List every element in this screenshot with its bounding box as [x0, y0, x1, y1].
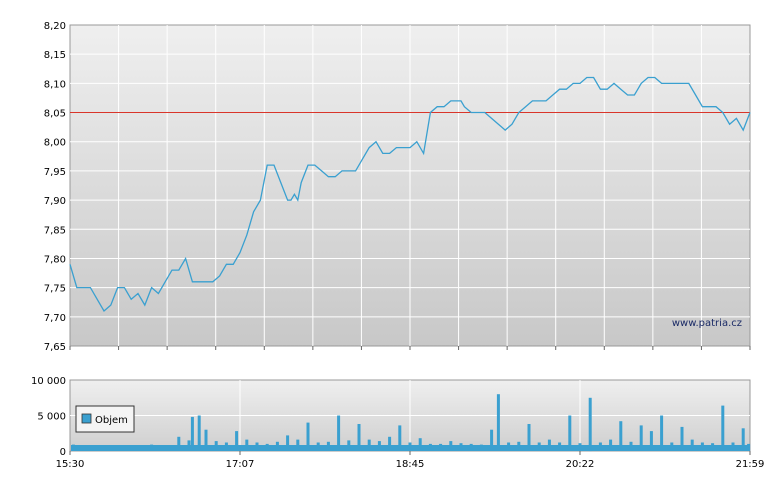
- volume-bar: [265, 443, 269, 451]
- volume-bar: [82, 446, 86, 451]
- volume-bar: [690, 439, 694, 451]
- volume-y-tick-label: 5 000: [37, 412, 66, 423]
- volume-bar: [163, 446, 167, 451]
- volume-bar: [507, 442, 511, 451]
- volume-bar: [255, 442, 259, 451]
- volume-bar: [629, 441, 633, 451]
- volume-bar: [469, 443, 473, 451]
- price-y-tick-label: 7,85: [44, 225, 66, 236]
- volume-bar: [670, 442, 674, 451]
- volume-bar: [619, 421, 623, 451]
- volume-bar: [122, 446, 126, 451]
- volume-bar: [377, 441, 381, 451]
- x-tick-label: 18:45: [396, 459, 425, 470]
- price-panel: 8,20 8,15 8,10 8,05 8,00 7,95 7,90 7,85 7,80 7,75…: [44, 21, 751, 353]
- volume-bar: [367, 439, 371, 451]
- price-y-tick-label: 8,10: [44, 79, 66, 90]
- volume-bar: [479, 444, 483, 451]
- volume-bar: [109, 445, 113, 451]
- watermark-text: www.patria.cz: [672, 318, 742, 329]
- price-y-tick-label: 7,75: [44, 284, 66, 295]
- volume-bar: [428, 443, 432, 451]
- volume-bar: [660, 415, 664, 451]
- volume-bar: [639, 425, 643, 451]
- volume-bar: [204, 429, 208, 451]
- volume-bar: [347, 440, 351, 451]
- price-series-line: [69, 76, 751, 313]
- volume-bar: [190, 416, 194, 451]
- volume-bar: [316, 442, 320, 451]
- volume-bar: [197, 415, 201, 451]
- x-tick-label: 17:07: [226, 459, 255, 470]
- volume-bar: [558, 442, 562, 451]
- volume-bar: [496, 394, 500, 451]
- volume-bar: [136, 447, 140, 451]
- x-tick-label: 15:30: [56, 459, 85, 470]
- volume-bar: [439, 443, 443, 451]
- price-y-tick-label: 8,15: [44, 50, 66, 61]
- x-tick-label: 20:22: [566, 459, 595, 470]
- volume-y-tick-label: 0: [60, 447, 66, 458]
- volume-bar: [388, 436, 392, 451]
- volume-bar: [286, 435, 290, 451]
- price-y-tick-label: 7,90: [44, 196, 66, 207]
- volume-bar: [214, 441, 218, 451]
- volume-bar: [459, 443, 463, 451]
- volume-bar: [598, 442, 602, 451]
- volume-bar: [578, 443, 582, 451]
- volume-bar: [357, 424, 361, 451]
- volume-bar: [588, 397, 592, 452]
- price-y-tick-label: 7,80: [44, 254, 66, 265]
- volume-panel: 10 000 5 000 015:30 17:07 18:45 20:22 21:59 Obj…: [31, 376, 764, 470]
- volume-bar: [568, 415, 572, 451]
- volume-bar: [609, 439, 613, 451]
- volume-bar: [306, 422, 310, 451]
- volume-bar: [747, 443, 751, 451]
- legend-swatch: [81, 413, 92, 424]
- price-y-tick-label: 8,20: [44, 21, 66, 32]
- volume-bar: [490, 429, 494, 451]
- volume-bar: [537, 442, 541, 451]
- volume-bar: [700, 442, 704, 451]
- price-y-tick-label: 7,65: [44, 342, 66, 353]
- volume-bar: [721, 405, 725, 451]
- volume-bar: [449, 441, 453, 451]
- volume-bar: [680, 426, 684, 451]
- volume-bar: [95, 447, 99, 451]
- volume-bar: [418, 438, 422, 451]
- price-y-tick-label: 7,70: [44, 313, 66, 324]
- volume-bar: [235, 431, 239, 451]
- volume-bar: [398, 425, 402, 451]
- volume-bar: [177, 436, 181, 451]
- volume-bar: [547, 439, 551, 451]
- volume-bar: [337, 415, 341, 451]
- x-tick-label: 21:59: [736, 459, 765, 470]
- volume-bar: [224, 442, 228, 451]
- volume-bar: [741, 428, 745, 451]
- price-y-tick-label: 7,95: [44, 167, 66, 178]
- price-y-tick-label: 8,00: [44, 138, 66, 149]
- volume-bar: [408, 442, 412, 451]
- volume-bar: [517, 441, 521, 451]
- volume-bar: [150, 444, 154, 451]
- volume-bar: [731, 442, 735, 451]
- volume-bar: [711, 443, 715, 451]
- volume-bar: [326, 441, 330, 451]
- volume-y-tick-label: 10 000: [31, 376, 66, 387]
- volume-bar: [275, 441, 279, 451]
- legend-label: Objem: [95, 415, 128, 426]
- volume-bar: [245, 439, 249, 451]
- volume-bar: [649, 431, 653, 451]
- volume-bar: [527, 424, 531, 451]
- volume-bar: [296, 439, 300, 451]
- price-y-tick-label: 8,05: [44, 109, 66, 120]
- volume-bar: [71, 444, 75, 451]
- volume-bar: [187, 440, 191, 451]
